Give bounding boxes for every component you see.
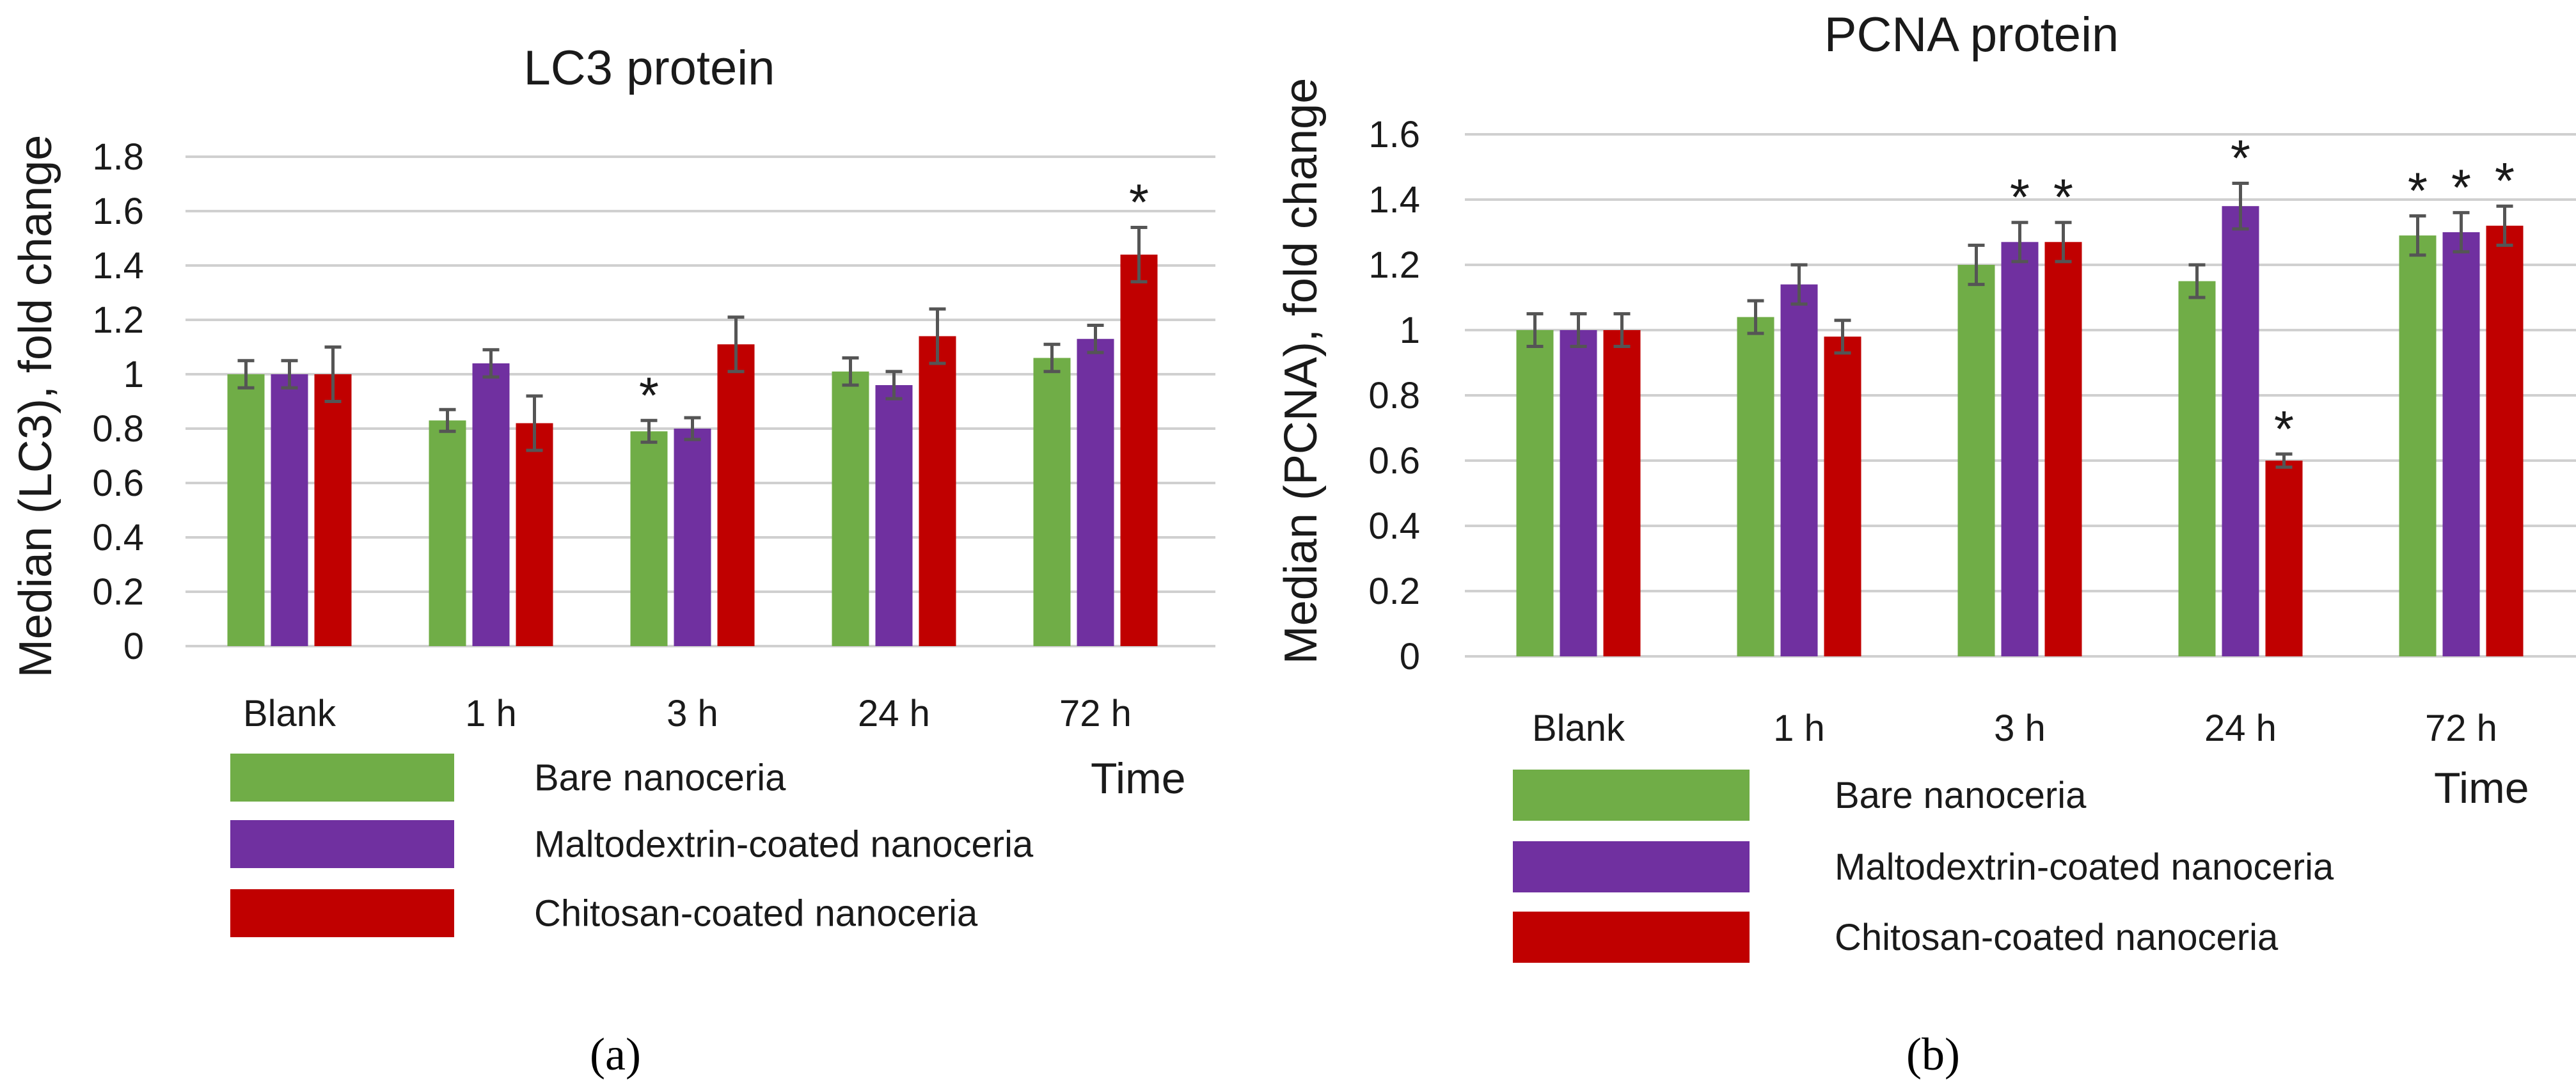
x-tick-label: Blank [1532,708,1625,749]
bar [314,374,352,646]
bar [2222,206,2259,656]
y-tick-label: 1.4 [1368,179,1420,221]
x-tick-label: 1 h [465,693,517,734]
bar [1560,330,1597,656]
bar [875,385,913,646]
x-axis-label-b: Time [2434,764,2529,812]
bar [2265,461,2303,656]
legend-swatch [1513,841,1750,892]
legend-swatch [1513,770,1750,821]
bar [1824,336,1861,656]
y-tick-label: 0 [123,626,144,667]
panel-label-b: (b) [1906,1029,1960,1080]
bar [2178,281,2216,656]
y-tick-label: 1.2 [1368,244,1420,286]
y-tick-label: 0.6 [92,463,144,504]
panel-b: PCNA protein Median (PCNA), fold change … [1276,8,2576,1080]
legend-label: Maltodextrin-coated nanoceria [534,824,1034,866]
significance-marker: * [2495,152,2515,209]
x-tick-label: 1 h [1773,708,1825,749]
y-tick-label: 1.6 [1368,114,1420,155]
bar [630,431,668,646]
bar [516,423,553,646]
significance-marker: * [639,367,659,423]
y-tick-label: 0 [1400,636,1420,677]
y-tick-label: 0.4 [92,517,144,558]
y-tick-label: 0.8 [92,408,144,450]
bar [1516,330,1554,656]
legend-label: Maltodextrin-coated nanoceria [1835,846,2334,888]
chart-title-b: PCNA protein [1824,8,2119,62]
bar [2044,242,2082,656]
y-axis-label-b: Median (PCNA), fold change [1276,78,1327,664]
y-tick-label: 1 [1400,310,1420,351]
legend-label: Chitosan-coated nanoceria [1835,917,2279,958]
legend-swatch [230,889,454,937]
x-tick-label: 3 h [667,693,718,734]
bar [1077,338,1114,646]
significance-marker: * [2274,400,2294,457]
legend-b: Bare nanoceria Maltodextrin-coated nanoce… [1513,770,2334,963]
y-tick-label: 0.2 [92,571,144,613]
legend-label: Chitosan-coated nanoceria [534,893,978,935]
bar [2442,232,2480,656]
x-tick-label: 72 h [1059,693,1132,734]
bar [1780,284,1818,657]
bar [919,336,956,646]
bar [227,374,265,646]
bar [1120,255,1158,646]
significance-marker: * [2408,162,2428,219]
y-tick-label: 1.6 [92,191,144,232]
x-tick-label: Blank [243,693,336,734]
legend-swatch [1513,912,1750,963]
bar [1957,265,1995,656]
x-tick-label: 3 h [1994,708,2046,749]
bar [2399,235,2437,657]
y-tick-label: 0.6 [1368,440,1420,482]
bar [2486,225,2524,656]
x-tick-label: 24 h [2204,708,2277,749]
significance-marker: * [2231,130,2250,187]
legend-swatch [230,820,454,868]
bar [1737,317,1774,657]
y-tick-label: 1.4 [92,245,144,287]
y-tick-label: 1 [123,354,144,395]
bar [1603,330,1641,656]
x-tick-label: 72 h [2425,708,2497,749]
legend-swatch [230,754,454,802]
y-axis-label-a: Median (LC3), fold change [10,135,61,678]
bar [2001,242,2039,656]
bar [271,374,308,646]
legend-label: Bare nanoceria [1835,775,2087,816]
x-axis-label-a: Time [1091,754,1186,803]
legend-a: Bare nanoceria Maltodextrin-coated nanoce… [230,754,1034,937]
bar [472,363,510,646]
y-tick-label: 0.4 [1368,505,1420,547]
panel-label-a: (a) [590,1029,641,1080]
significance-marker: * [2010,169,2030,226]
bar [674,429,711,646]
plot-area-a: 0 0.2 0.4 0.6 0.8 1 1.2 1.4 1.6 1.8 Blank 1 h 3 h * 24… [92,136,1215,734]
bar [717,344,755,646]
significance-marker: * [2451,159,2471,216]
plot-area-b: 0 0.2 0.4 0.6 0.8 1 1.2 1.4 1.6 Blank 1 h 3 h * * 24 h… [1368,114,2576,749]
chart-title-a: LC3 protein [524,41,775,95]
significance-marker: * [1129,174,1149,231]
bar [832,371,869,646]
bar [429,420,466,646]
panel-a: LC3 protein Median (LC3), fold change 00… [10,41,1215,1080]
y-tick-label: 1.8 [92,136,144,178]
y-tick-label: 1.2 [92,299,144,341]
bar [1033,358,1071,646]
x-tick-label: 24 h [858,693,930,734]
legend-label: Bare nanoceria [534,757,786,799]
y-tick-label: 0.2 [1368,571,1420,612]
significance-marker: * [2053,169,2073,226]
y-tick-label: 0.8 [1368,375,1420,416]
